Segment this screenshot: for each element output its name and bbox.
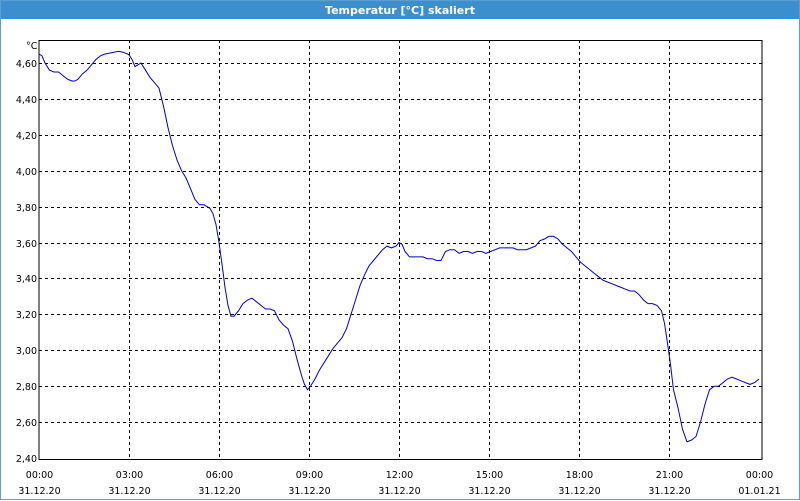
x-tick-date: 31.12.20 bbox=[108, 486, 150, 497]
y-tick-label: 4,60 bbox=[16, 59, 37, 70]
x-tick-time: 21:00 bbox=[656, 470, 683, 481]
plot-frame bbox=[38, 40, 763, 460]
x-tick-date: 31.12.20 bbox=[648, 486, 690, 497]
x-tick-time: 12:00 bbox=[386, 470, 413, 481]
x-tick-time: 06:00 bbox=[206, 470, 233, 481]
x-tick-time: 00:00 bbox=[746, 470, 773, 481]
y-tick-label: 3,00 bbox=[16, 346, 37, 357]
y-tick-label: 4,00 bbox=[16, 167, 37, 178]
x-tick-time: 00:00 bbox=[26, 470, 53, 481]
y-tick-label: 3,20 bbox=[16, 310, 37, 321]
x-axis-ticks: 00:00 31.12.20 03:00 31.12.20 06:00 31.12.20 0… bbox=[18, 470, 780, 497]
x-tick-date: 31.12.20 bbox=[468, 486, 510, 497]
x-tick-time: 03:00 bbox=[116, 470, 143, 481]
window-title: Temperatur [°C] skaliert bbox=[1, 1, 799, 19]
x-tick-date: 31.12.20 bbox=[558, 486, 600, 497]
x-tick-date: 31.12.20 bbox=[18, 486, 60, 497]
x-tick-date: 31.12.20 bbox=[288, 486, 330, 497]
y-unit-label: °C bbox=[26, 41, 38, 52]
grid bbox=[39, 40, 762, 460]
x-tick-date: 31.12.20 bbox=[378, 486, 420, 497]
y-tick-label: 3,80 bbox=[16, 203, 37, 214]
x-tick-date: 01.01.21 bbox=[738, 486, 780, 497]
y-tick-label: 2,80 bbox=[16, 382, 37, 393]
y-tick-label: 2,60 bbox=[16, 418, 37, 429]
x-tick-date: 31.12.20 bbox=[198, 486, 240, 497]
y-tick-label: 3,40 bbox=[16, 274, 37, 285]
x-tick-time: 15:00 bbox=[476, 470, 503, 481]
y-tick-label: 2,40 bbox=[16, 454, 37, 465]
y-axis-ticks: 2,40 2,60 2,80 3,00 3,20 3,40 3,60 3,80 4,00 4,20… bbox=[16, 59, 37, 465]
y-tick-label: 4,20 bbox=[16, 131, 37, 142]
x-tick-time: 09:00 bbox=[296, 470, 323, 481]
x-tick-time: 18:00 bbox=[566, 470, 593, 481]
y-tick-label: 3,60 bbox=[16, 239, 37, 250]
temperature-series-line bbox=[38, 50, 760, 443]
y-tick-label: 4,40 bbox=[16, 95, 37, 106]
